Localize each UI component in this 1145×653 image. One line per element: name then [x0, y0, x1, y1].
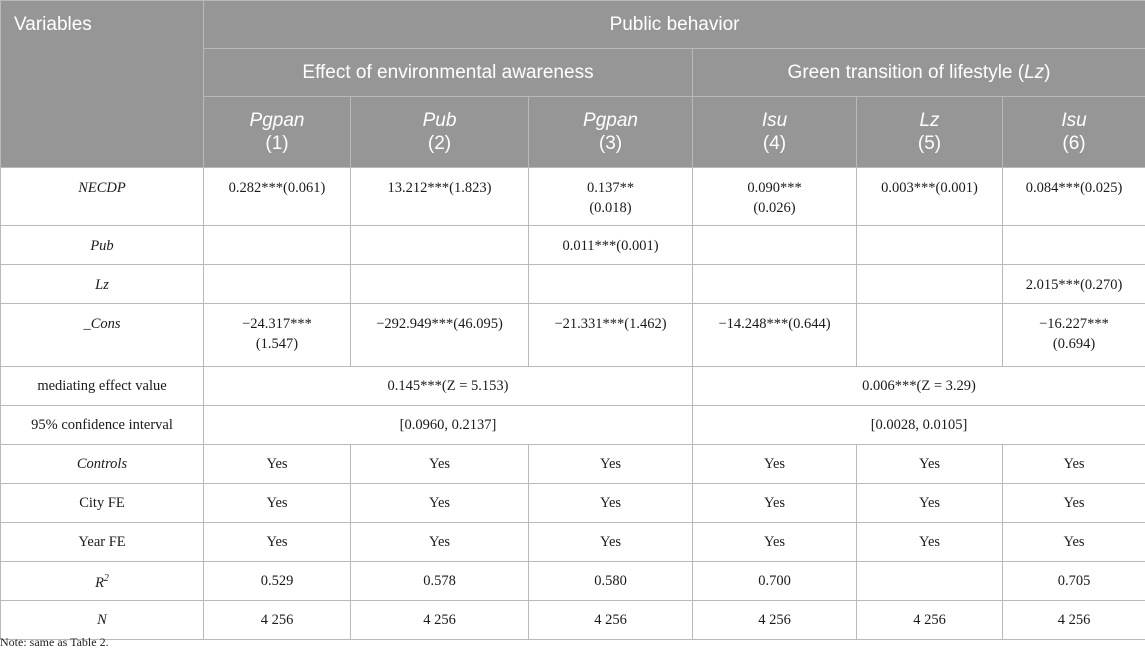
group-title: Public behavior — [202, 0, 1145, 49]
table-cell: Yes — [692, 444, 857, 484]
table-cell: 4 256 — [692, 600, 857, 640]
row-label: City FE — [0, 483, 204, 523]
table-cell: Yes — [528, 483, 693, 523]
table-cell — [692, 225, 857, 265]
table-cell: Yes — [856, 522, 1003, 562]
table-row-mediating: mediating effect value 0.145***(Z = 5.15… — [0, 366, 1145, 406]
table-cell: Yes — [350, 483, 529, 523]
column-header-4: Isu (4) — [692, 96, 857, 168]
table-cell: 13.212***(1.823) — [350, 167, 529, 226]
table-cell — [203, 225, 351, 265]
table-cell: Yes — [203, 522, 351, 562]
row-label: N — [0, 600, 204, 640]
table-row-cons: _Cons −24.317*** (1.547) −292.949***(46.0… — [0, 303, 1145, 367]
table-cell — [203, 264, 351, 304]
table-cell: Yes — [1001, 522, 1145, 562]
table-row-ci: 95% confidence interval [0.0960, 0.2137]… — [0, 405, 1145, 445]
table-cell: Yes — [350, 444, 529, 484]
subgroup-lifestyle: Green transition of lifestyle (Lz) — [691, 48, 1145, 97]
table-cell — [856, 561, 1003, 601]
table-cell — [856, 264, 1003, 304]
table-row-year-fe: Year FE Yes Yes Yes Yes Yes Yes — [0, 522, 1145, 562]
table-row-r2: R2 0.529 0.578 0.580 0.700 0.705 — [0, 561, 1145, 601]
table-cell: [0.0960, 0.2137] — [203, 405, 693, 445]
table-cell: Yes — [856, 483, 1003, 523]
table-cell: −16.227*** (0.694) — [1001, 303, 1145, 367]
table-cell: Yes — [1001, 483, 1145, 523]
row-label: Year FE — [0, 522, 204, 562]
row-label: Lz — [0, 264, 204, 304]
table-cell: −14.248***(0.644) — [692, 303, 857, 367]
table-cell — [528, 264, 693, 304]
table-row-necdp: NECDP 0.282***(0.061) 13.212***(1.823) 0… — [0, 167, 1145, 226]
row-label: NECDP — [0, 167, 204, 226]
table-cell: 4 256 — [350, 600, 529, 640]
table-cell: 0.090*** (0.026) — [692, 167, 857, 226]
table-cell: 0.282***(0.061) — [203, 167, 351, 226]
table-cell — [350, 264, 529, 304]
row-label: mediating effect value — [0, 366, 204, 406]
table-row-n: N 4 256 4 256 4 256 4 256 4 256 4 256 — [0, 600, 1145, 640]
subgroup-awareness: Effect of environmental awareness — [203, 48, 693, 97]
table-row-pub: Pub 0.011***(0.001) — [0, 225, 1145, 265]
table-cell: 4 256 — [203, 600, 351, 640]
table-cell — [1001, 225, 1145, 265]
table-cell: 0.580 — [528, 561, 693, 601]
table-cell: Yes — [350, 522, 529, 562]
column-header-5: Lz (5) — [856, 96, 1003, 168]
table-cell: 0.705 — [1001, 561, 1145, 601]
table-cell — [856, 303, 1003, 367]
table-cell: 0.137** (0.018) — [528, 167, 693, 226]
table-cell: Yes — [203, 444, 351, 484]
variables-header: Variables — [0, 0, 204, 168]
table-cell: −21.331***(1.462) — [528, 303, 693, 367]
table-cell: Yes — [203, 483, 351, 523]
table-cell: 0.700 — [692, 561, 857, 601]
table-cell: 0.011***(0.001) — [528, 225, 693, 265]
table-cell: 0.145***(Z = 5.153) — [203, 366, 693, 406]
column-header-2: Pub (2) — [350, 96, 529, 168]
table-cell — [856, 225, 1003, 265]
column-header-6: Isu (6) — [1001, 96, 1145, 168]
table-cell: [0.0028, 0.0105] — [691, 405, 1145, 445]
table-cell: Yes — [528, 522, 693, 562]
table-cell: Yes — [528, 444, 693, 484]
table-cell: 4 256 — [1001, 600, 1145, 640]
table-cell: 4 256 — [856, 600, 1003, 640]
table-cell: 0.003***(0.001) — [856, 167, 1003, 226]
table-cell: 0.578 — [350, 561, 529, 601]
table-cell: Yes — [692, 483, 857, 523]
table-cell: Yes — [1001, 444, 1145, 484]
table-cell: 2.015***(0.270) — [1001, 264, 1145, 304]
row-label: Pub — [0, 225, 204, 265]
table-cell — [350, 225, 529, 265]
row-label: 95% confidence interval — [0, 405, 204, 445]
table-cell: Yes — [692, 522, 857, 562]
table-cell: Yes — [856, 444, 1003, 484]
table-cell: −292.949***(46.095) — [350, 303, 529, 367]
row-label: Controls — [0, 444, 204, 484]
table-row-controls: Controls Yes Yes Yes Yes Yes Yes — [0, 444, 1145, 484]
table-cell: 0.084***(0.025) — [1001, 167, 1145, 226]
table-row-city-fe: City FE Yes Yes Yes Yes Yes Yes — [0, 483, 1145, 523]
table-cell: 0.006***(Z = 3.29) — [691, 366, 1145, 406]
column-header-1: Pgpan (1) — [203, 96, 351, 168]
table-cell — [692, 264, 857, 304]
row-label: R2 — [0, 561, 204, 601]
table-cell: −24.317*** (1.547) — [203, 303, 351, 367]
column-header-3: Pgpan (3) — [528, 96, 693, 168]
table-note: Note: same as Table 2. — [0, 635, 109, 649]
row-label: _Cons — [0, 303, 204, 367]
table-cell: 0.529 — [203, 561, 351, 601]
table-row-lz: Lz 2.015***(0.270) — [0, 264, 1145, 304]
table-cell: 4 256 — [528, 600, 693, 640]
